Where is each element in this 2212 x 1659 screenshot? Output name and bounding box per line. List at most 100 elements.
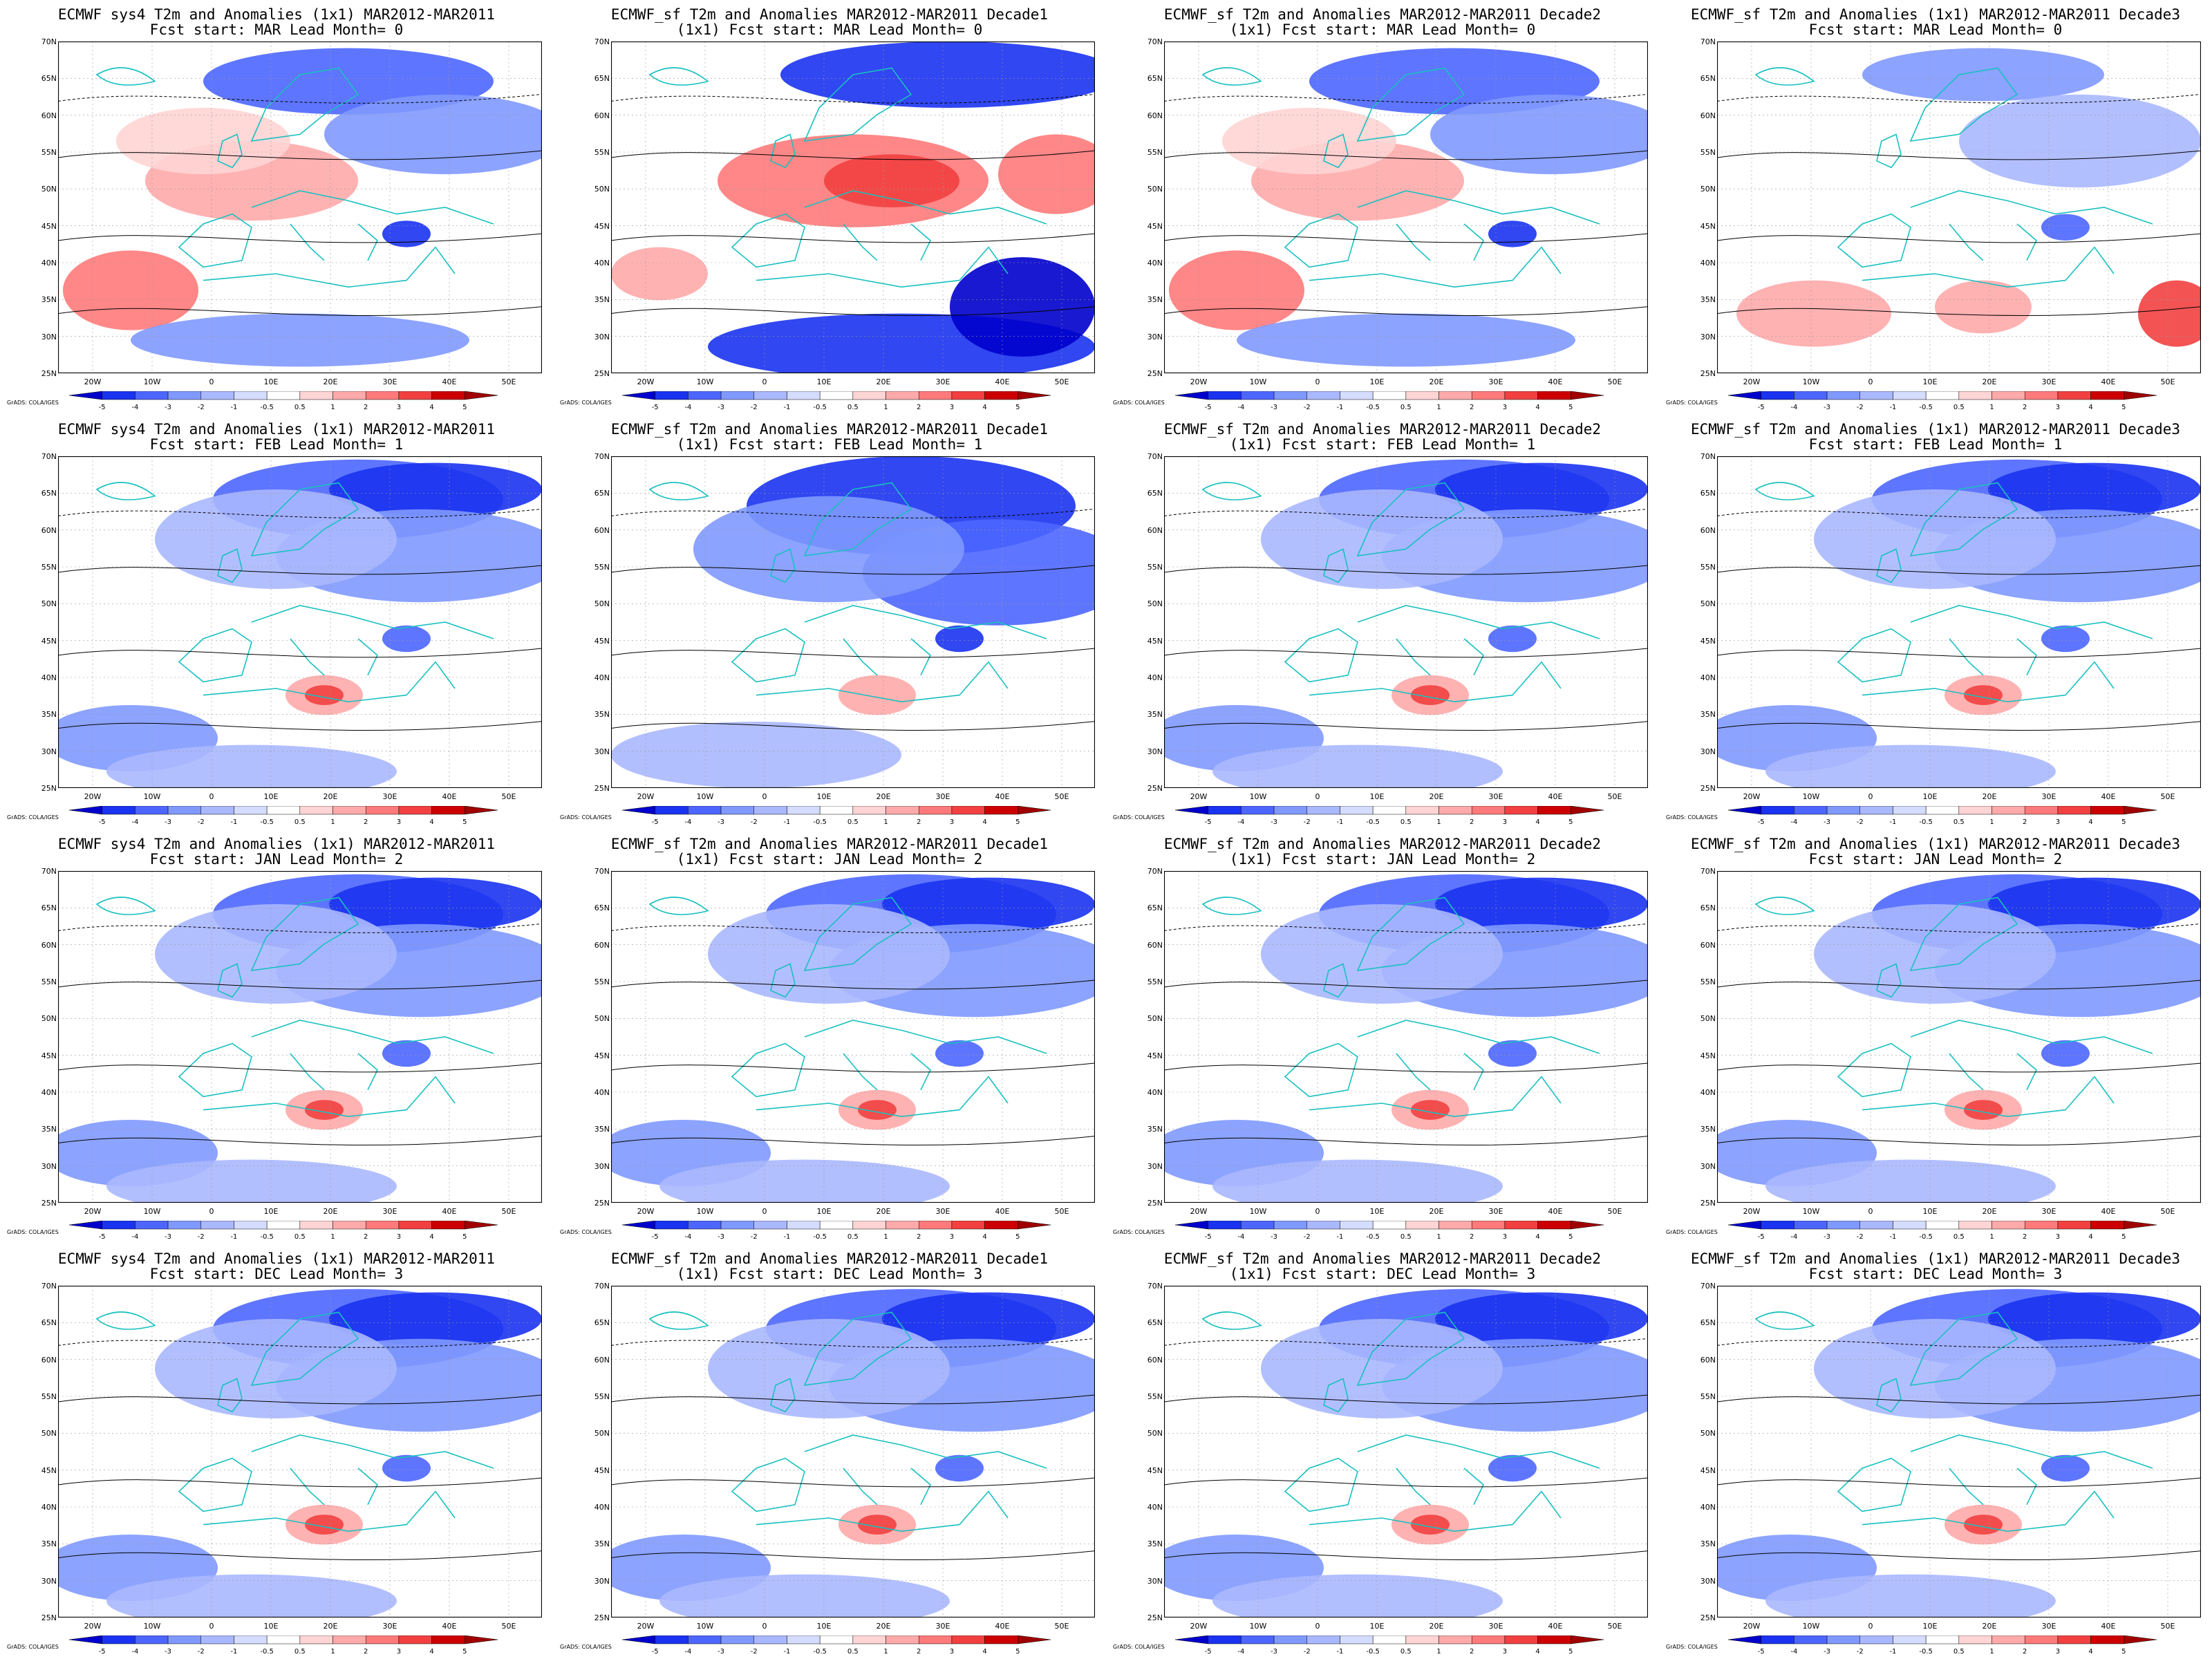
colorbar-swatch: [655, 391, 688, 400]
lat-label: 55N: [41, 977, 57, 986]
lon-label: 40E: [995, 1622, 1010, 1631]
map-panel: ECMWF_sf T2m and Anomalies (1x1) MAR2012…: [1659, 0, 2212, 415]
lon-label: 20E: [1982, 1622, 1997, 1631]
lat-label: 25N: [1700, 1613, 1716, 1622]
colorbar-swatch: [234, 391, 268, 400]
grads-credit: GrADS: COLA/IGES: [1113, 400, 1165, 406]
lat-label: 70N: [1700, 37, 1716, 46]
lat-label: 60N: [1147, 1355, 1163, 1365]
colorbar-tick-label: 4: [1535, 1233, 1540, 1241]
anomaly-shading: [1736, 280, 1891, 347]
panel-subtitle: Fcst start: JAN Lead Month= 2: [149, 851, 404, 868]
colorbar-tick-label: -3: [165, 404, 172, 411]
lon-label: 20W: [1190, 792, 1208, 801]
colorbar-tick-label: -1: [783, 1233, 791, 1241]
colorbar-swatch: [1991, 1635, 2025, 1644]
lat-label: 65N: [1700, 903, 1716, 913]
colorbar-swatch: [1728, 391, 1761, 400]
climatology-contour: [611, 980, 1095, 990]
lon-label: 20W: [1743, 1207, 1761, 1216]
colorbar-tick-label: 4: [982, 1648, 987, 1656]
coastline: [770, 548, 796, 583]
colorbar-tick-label: 0.5: [1400, 404, 1412, 411]
lat-label: 35N: [1147, 1539, 1163, 1549]
lat-label: 60N: [41, 525, 57, 535]
colorbar: [1728, 391, 2157, 400]
anomaly-shading: [1261, 489, 1503, 589]
colorbar-tick-label: -1: [230, 818, 238, 826]
panel-title: ECMWF_sf T2m and Anomalies MAR2012-MAR20…: [610, 421, 1049, 438]
climatology-contour: [58, 565, 542, 575]
anomaly-shading: [824, 154, 959, 207]
colorbar-swatch: [819, 1635, 854, 1644]
lon-label: 10E: [1369, 377, 1385, 386]
colorbar-swatch: [167, 1635, 202, 1644]
coastline: [2016, 1053, 2037, 1091]
colorbar-tick-label: 5: [1568, 1233, 1573, 1241]
coastline: [648, 482, 709, 500]
colorbar: [69, 1221, 498, 1230]
coastline: [1356, 1311, 1465, 1386]
climatology-contour: [1164, 1136, 1648, 1145]
colorbar-swatch: [951, 391, 985, 400]
climatology-contour: [1717, 1062, 2201, 1073]
anomaly-shading: [998, 134, 1095, 214]
lon-label: 50E: [2160, 1622, 2175, 1631]
map-panel: ECMWF_sf T2m and Anomalies MAR2012-MAR20…: [553, 415, 1106, 830]
climatology-contour: [58, 93, 542, 104]
lon-label: 10E: [263, 1207, 279, 1216]
colorbar: [622, 1221, 1051, 1230]
lon-label: 40E: [442, 377, 457, 386]
lat-label: 60N: [41, 940, 57, 950]
climatology-contour: [1164, 306, 1648, 316]
lon-label: 20W: [1190, 1622, 1208, 1631]
colorbar-swatch: [2090, 1635, 2124, 1644]
colorbar-swatch: [398, 806, 432, 815]
lon-label: 20W: [1743, 377, 1761, 386]
lon-label: 20E: [876, 377, 891, 386]
colorbar-swatch: [1208, 1221, 1241, 1230]
map-panel: ECMWF sys4 T2m and Anomalies (1x1) MAR20…: [0, 0, 553, 415]
colorbar-swatch: [852, 1221, 886, 1230]
colorbar-swatch: [431, 1221, 465, 1230]
lon-label: 10E: [816, 377, 832, 386]
lon-label: 40E: [1548, 1622, 1563, 1631]
lon-label: 30E: [935, 377, 950, 386]
lat-label: 25N: [594, 1199, 610, 1208]
climatology-contour: [1164, 980, 1648, 990]
panel-title: ECMWF_sf T2m and Anomalies MAR2012-MAR20…: [610, 836, 1049, 852]
coastline: [1837, 1457, 1911, 1512]
anomaly-shading: [1430, 94, 1648, 174]
coastline: [178, 1457, 252, 1512]
lat-label: 40N: [594, 1088, 610, 1097]
grads-credit: GrADS: COLA/IGES: [1113, 1644, 1165, 1650]
colorbar-swatch: [984, 1635, 1018, 1644]
map-frame: [1164, 41, 1648, 373]
lat-label: 65N: [594, 903, 610, 913]
lon-label: 20E: [323, 792, 338, 801]
map-frame: [1164, 456, 1648, 788]
colorbar-tick-label: -1: [230, 1648, 238, 1656]
lon-label: 0: [1868, 792, 1873, 801]
coastline: [1463, 638, 1484, 676]
map-panel: ECMWF_sf T2m and Anomalies MAR2012-MAR20…: [1106, 0, 1659, 415]
colorbar: [1175, 1635, 1604, 1644]
map-frame: [58, 871, 542, 1203]
panel-subtitle: Fcst start: MAR Lead Month= 0: [1808, 21, 2063, 38]
lon-label: 10E: [816, 1622, 832, 1631]
lon-label: 10W: [1249, 792, 1267, 801]
map-frame: [611, 41, 1095, 373]
colorbar-swatch: [885, 806, 919, 815]
lat-label: 35N: [1147, 1125, 1163, 1134]
lat-label: 70N: [594, 867, 610, 876]
colorbar-swatch: [1958, 806, 1992, 815]
anomaly-shading: [950, 257, 1095, 357]
climatology-contour: [1717, 1477, 2201, 1488]
colorbar-tick-label: 4: [2088, 1648, 2093, 1656]
lon-label: 30E: [382, 1207, 397, 1216]
anomaly-shading: [611, 722, 901, 788]
colorbar-swatch: [2124, 1635, 2157, 1644]
lat-label: 45N: [1147, 1465, 1163, 1475]
lat-label: 35N: [41, 1125, 57, 1134]
coastline: [1862, 246, 2115, 288]
